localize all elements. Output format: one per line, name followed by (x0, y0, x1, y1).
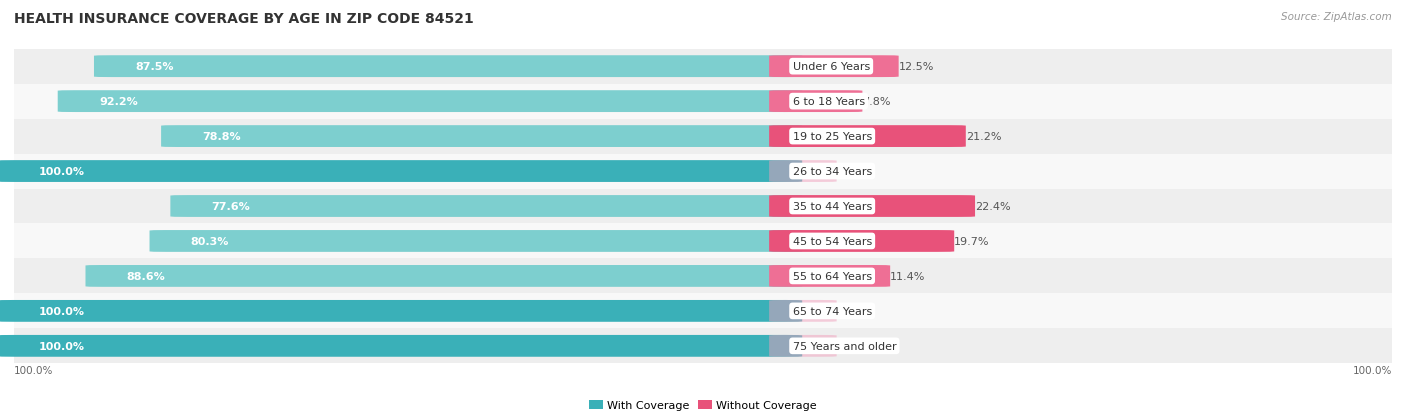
Text: 87.5%: 87.5% (135, 62, 174, 72)
FancyBboxPatch shape (769, 266, 890, 287)
FancyBboxPatch shape (149, 230, 803, 252)
Text: 78.8%: 78.8% (202, 132, 240, 142)
Text: 45 to 54 Years: 45 to 54 Years (793, 236, 872, 247)
Text: 100.0%: 100.0% (39, 306, 84, 316)
FancyBboxPatch shape (162, 126, 803, 147)
Text: 19.7%: 19.7% (955, 236, 990, 247)
Text: 0.0%: 0.0% (837, 306, 865, 316)
Text: 26 to 34 Years: 26 to 34 Years (793, 166, 872, 177)
Text: Under 6 Years: Under 6 Years (793, 62, 870, 72)
Bar (14, 294, 1392, 329)
Text: 0.0%: 0.0% (837, 341, 865, 351)
Text: 100.0%: 100.0% (14, 365, 53, 375)
Text: 19 to 25 Years: 19 to 25 Years (793, 132, 872, 142)
Text: Source: ZipAtlas.com: Source: ZipAtlas.com (1281, 12, 1392, 22)
Text: 7.8%: 7.8% (862, 97, 891, 107)
FancyBboxPatch shape (769, 56, 898, 78)
Bar (14, 154, 1392, 189)
Bar (14, 224, 1392, 259)
Bar (14, 189, 1392, 224)
FancyBboxPatch shape (0, 300, 803, 322)
Text: 88.6%: 88.6% (127, 271, 166, 281)
Bar (14, 119, 1392, 154)
FancyBboxPatch shape (769, 335, 837, 357)
Text: 21.2%: 21.2% (966, 132, 1001, 142)
Text: 0.0%: 0.0% (837, 166, 865, 177)
FancyBboxPatch shape (94, 56, 803, 78)
Text: HEALTH INSURANCE COVERAGE BY AGE IN ZIP CODE 84521: HEALTH INSURANCE COVERAGE BY AGE IN ZIP … (14, 12, 474, 26)
Legend: With Coverage, Without Coverage: With Coverage, Without Coverage (585, 395, 821, 413)
Text: 22.4%: 22.4% (974, 202, 1011, 211)
FancyBboxPatch shape (769, 91, 862, 113)
Text: 11.4%: 11.4% (890, 271, 925, 281)
Text: 75 Years and older: 75 Years and older (793, 341, 896, 351)
FancyBboxPatch shape (769, 196, 974, 217)
FancyBboxPatch shape (769, 126, 966, 147)
FancyBboxPatch shape (0, 335, 803, 357)
Text: 100.0%: 100.0% (39, 166, 84, 177)
Text: 77.6%: 77.6% (212, 202, 250, 211)
FancyBboxPatch shape (0, 161, 803, 183)
Text: 35 to 44 Years: 35 to 44 Years (793, 202, 872, 211)
Bar (14, 50, 1392, 84)
Text: 55 to 64 Years: 55 to 64 Years (793, 271, 872, 281)
Text: 6 to 18 Years: 6 to 18 Years (793, 97, 865, 107)
Bar (14, 259, 1392, 294)
FancyBboxPatch shape (170, 196, 803, 217)
FancyBboxPatch shape (769, 161, 837, 183)
Text: 65 to 74 Years: 65 to 74 Years (793, 306, 872, 316)
FancyBboxPatch shape (769, 230, 955, 252)
Text: 100.0%: 100.0% (1353, 365, 1392, 375)
Bar (14, 84, 1392, 119)
Text: 92.2%: 92.2% (98, 97, 138, 107)
Text: 12.5%: 12.5% (898, 62, 934, 72)
FancyBboxPatch shape (58, 91, 803, 113)
FancyBboxPatch shape (769, 300, 837, 322)
Text: 100.0%: 100.0% (39, 341, 84, 351)
Bar (14, 329, 1392, 363)
Text: 80.3%: 80.3% (191, 236, 229, 247)
FancyBboxPatch shape (86, 266, 803, 287)
